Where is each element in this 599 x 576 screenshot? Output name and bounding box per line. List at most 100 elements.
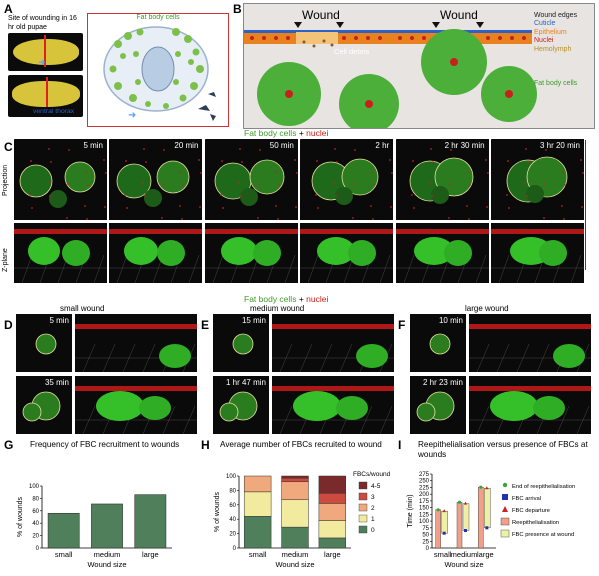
legend-label: 2 xyxy=(371,505,375,512)
legend-label: FBC departure xyxy=(512,508,550,514)
panel-label-g: G xyxy=(4,438,14,452)
projection-cells xyxy=(219,391,258,422)
zplane-frame xyxy=(469,314,591,372)
legend-title: FBCs/wound xyxy=(353,471,391,478)
y-tick-label: 50 xyxy=(422,533,429,539)
fbc-departure-marker xyxy=(442,509,446,513)
projection-frame: 2 hr xyxy=(300,139,394,220)
panel-label-e: E xyxy=(201,318,210,332)
y-tick-label: 0 xyxy=(36,546,40,552)
projection-frame: 50 min xyxy=(204,139,298,220)
zplane-cells xyxy=(469,386,591,434)
projection-frame: 35 min xyxy=(16,376,72,434)
panel-a-caption: Site of wounding in 16 hr old pupae xyxy=(8,15,77,31)
legend-swatch xyxy=(358,514,368,523)
zplane-cells xyxy=(469,324,591,372)
zplane-frame xyxy=(14,223,107,283)
fbc-presence-bar xyxy=(462,503,470,531)
y-tick-label: 100 xyxy=(419,519,430,525)
projection-frame: 5 min xyxy=(16,314,72,372)
zplane-frame xyxy=(272,314,394,372)
projection-cells xyxy=(395,139,489,220)
panel-label-c: C xyxy=(4,140,13,154)
timestamp-label: 5 min xyxy=(83,141,103,150)
projection-frame: 2 hr 30 min xyxy=(395,139,489,220)
zplane-cells xyxy=(300,229,394,283)
y-tick-label: 275 xyxy=(419,472,430,478)
legend-marker-end xyxy=(502,482,508,488)
reepithelialisation-bar xyxy=(456,502,463,549)
projection-cells xyxy=(109,139,203,220)
panel-label-d: D xyxy=(4,318,13,332)
legend-fat-body: Fat body cells xyxy=(534,80,578,87)
y-tick-label: 40 xyxy=(229,517,236,523)
stacked-bar-segment xyxy=(281,475,309,479)
legend-epithelium: Epithelium xyxy=(534,28,567,36)
legend-nuclei: Nuclei xyxy=(534,37,554,45)
panel-c-header: Fat body cells + nuclei xyxy=(244,128,328,138)
legend-swatch xyxy=(500,517,510,526)
zplane-frame xyxy=(75,376,197,434)
y-axis-title: Time (min) xyxy=(407,494,414,527)
stacked-bar-segment xyxy=(318,493,347,504)
legend-cuticle: Cuticle xyxy=(534,20,556,28)
ventral-thorax-label: ventral thorax xyxy=(33,108,75,115)
zplane-cells xyxy=(491,229,584,283)
fbc-presence-bar xyxy=(441,510,448,534)
def-header-plus: + xyxy=(296,294,307,304)
projection-frame: 2 hr 23 min xyxy=(410,376,466,434)
stacked-bar-segment xyxy=(281,526,309,549)
stacked-bar-segment xyxy=(243,516,272,549)
stacked-bar-segment xyxy=(318,475,347,494)
y-tick-label: 0 xyxy=(426,546,430,552)
chart-h-title: Average number of FBCs recruited to woun… xyxy=(220,440,382,449)
legend-label: FBC presence at wound xyxy=(512,532,574,538)
y-tick-label: 25 xyxy=(422,539,429,545)
stacked-bar-segment xyxy=(243,475,272,493)
y-tick-label: 100 xyxy=(226,474,237,480)
zoom-title: Fat body cells xyxy=(136,14,180,21)
timestamp-label: 2 hr 30 min xyxy=(444,141,485,150)
wound-label-right: Wound xyxy=(440,8,478,22)
zplane-frame xyxy=(272,376,394,434)
y-tick-label: 20 xyxy=(32,534,39,540)
projection-cells xyxy=(416,391,455,422)
legend-label: 4-5 xyxy=(371,483,381,490)
timestamp-label: 3 hr 20 min xyxy=(539,141,580,150)
zplane-frame xyxy=(204,223,298,283)
projection-cells xyxy=(491,139,584,220)
y-tick-label: 60 xyxy=(229,503,236,509)
timestamp-label: 10 min xyxy=(438,316,463,325)
panel-label-a: A xyxy=(4,2,13,16)
stacked-bar-segment xyxy=(318,537,347,549)
x-tick-label: large xyxy=(324,550,341,559)
y-tick-label: 40 xyxy=(32,521,39,527)
zplane-cells xyxy=(75,324,197,372)
chart-g-title: Frequency of FBC recruitment to wounds xyxy=(30,440,180,449)
y-tick-label: 150 xyxy=(419,506,430,512)
fbc-presence-bar xyxy=(484,488,491,529)
x-axis-title: Wound size xyxy=(87,560,126,569)
pupa-image-bottom xyxy=(8,75,83,117)
wound-schematic: Wound Wound Cell debris Wound edges Cuti… xyxy=(243,3,595,129)
projection-frame: 3 hr 20 min xyxy=(491,139,584,220)
x-tick-label: large xyxy=(142,550,159,559)
timestamp-label: 2 hr 23 min xyxy=(422,378,463,387)
header-fbc: Fat body cells xyxy=(244,128,297,138)
legend-swatch xyxy=(358,503,368,512)
legend-hemolymph: Hemolymph xyxy=(534,45,572,53)
zplane-cells xyxy=(14,229,107,283)
x-tick-label: large xyxy=(477,550,494,559)
y-tick-label: 200 xyxy=(419,492,430,498)
header-nuclei: nuclei xyxy=(306,128,329,138)
legend-marker-arrival xyxy=(502,494,508,500)
legend-swatch xyxy=(358,481,368,490)
legend-label: 1 xyxy=(371,516,375,523)
projection-cells xyxy=(204,139,298,220)
chart-g: 0 20 40 60 80 100 small medium large Wound size % … xyxy=(17,484,172,569)
zplane-cells xyxy=(272,324,394,372)
projection-frame: 1 hr 47 min xyxy=(213,376,269,434)
y-tick-label: 60 xyxy=(32,509,39,515)
